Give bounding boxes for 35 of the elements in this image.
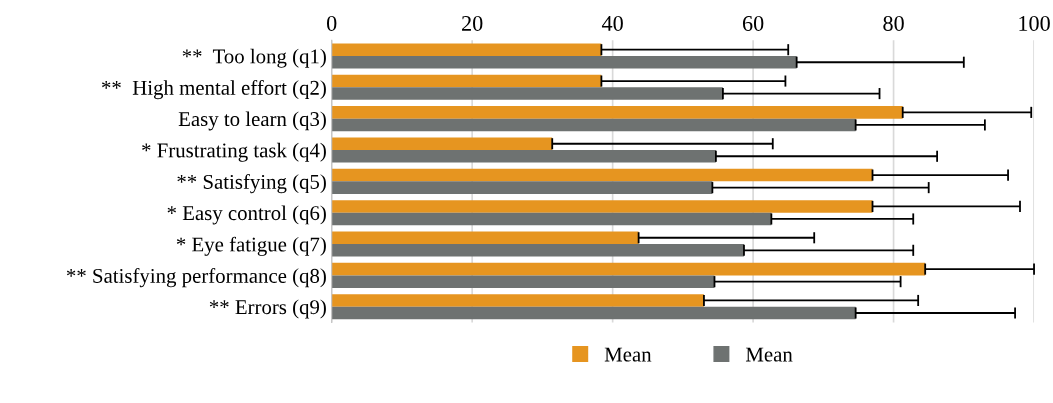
bar [331,43,602,56]
y-tick-label: * Frustrating task (q4) [142,142,326,162]
y-tick-label: ** Too long (q1) [182,48,326,68]
y-tick-label: * Easy control (q6) [167,205,326,225]
x-tick-label: 60 [742,15,764,31]
bar [331,275,715,288]
bar [331,244,744,257]
bar [331,87,723,100]
bar [331,168,873,182]
legend-label: Mean [604,347,652,362]
bar [331,200,873,213]
bar [331,118,856,132]
bar [331,55,797,69]
bar [331,181,713,194]
bar [331,150,716,163]
x-tick-label: 40 [601,15,623,31]
y-tick-label: ** Satisfying performance (q8) [66,268,326,288]
x-tick-label: 80 [883,15,904,31]
bar [331,212,772,226]
x-tick-label: 0 [326,15,337,31]
bar [331,74,602,88]
x-tick-label: 100 [1019,15,1050,31]
bar [331,294,704,307]
y-tick-label: Easy to learn (q3) [178,111,326,131]
bar [331,306,856,320]
y-tick-label: ** Satisfying (q5) [177,174,326,194]
legend-label: Mean [745,347,793,362]
y-tick-label: ** Errors (q9) [209,299,326,319]
bar [331,262,926,276]
x-tick-label: 20 [462,15,483,31]
bar [331,137,553,151]
y-tick-label: * Eye fatigue (q7) [176,236,326,256]
bar [331,231,639,245]
y-tick-label: ** High mental effort (q2) [102,79,326,100]
bar [331,106,903,119]
